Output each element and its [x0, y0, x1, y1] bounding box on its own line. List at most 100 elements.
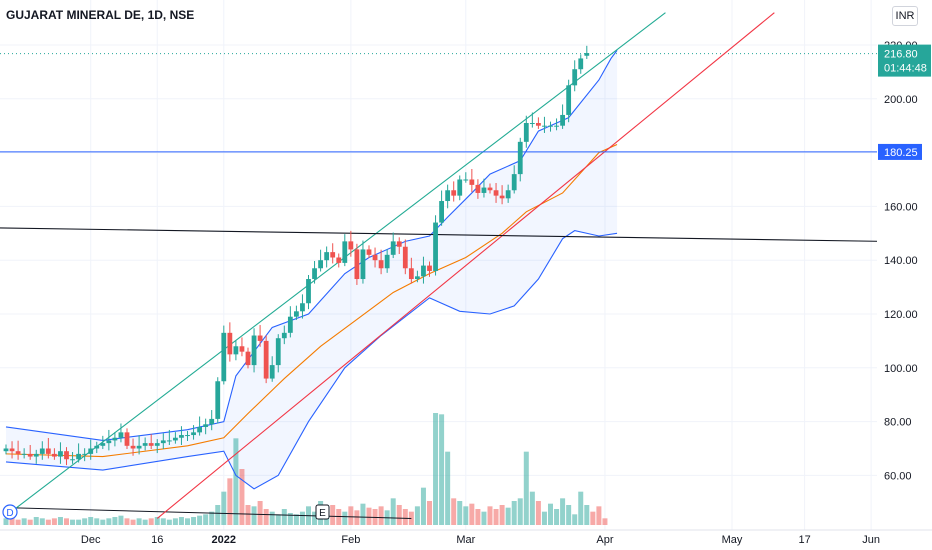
volume-bar	[463, 506, 469, 525]
price-tick-label: 140.00	[884, 255, 918, 267]
candle-body	[360, 249, 366, 280]
volume-bar	[160, 518, 166, 525]
volume-bar	[148, 518, 154, 525]
volume-bar	[281, 509, 287, 525]
candle-body	[421, 265, 426, 277]
candle-body	[142, 443, 148, 446]
candle-body	[275, 338, 281, 366]
candle-body	[457, 179, 463, 196]
price-axis[interactable]: 220.00200.00180.00160.00140.00120.00100.…	[877, 0, 932, 530]
volume-bar	[475, 509, 481, 525]
candle-body	[106, 440, 112, 444]
volume-bar	[523, 451, 529, 525]
candle-body	[306, 279, 311, 304]
hline-price-label: 180.25	[884, 147, 918, 159]
candle-body	[160, 440, 166, 444]
volume-bar	[15, 519, 21, 525]
volume-bar	[293, 514, 299, 525]
volume-bar	[354, 510, 360, 525]
price-tick-label: 60.00	[884, 470, 912, 482]
candle-body	[330, 252, 336, 258]
candle-body	[251, 335, 257, 366]
currency-button[interactable]: INR	[892, 6, 918, 26]
volume-bar	[51, 518, 57, 525]
earnings-marker	[315, 504, 330, 520]
candle-body	[300, 303, 305, 312]
volume-bar	[197, 515, 203, 525]
time-axis-background	[0, 530, 932, 550]
green-trendline	[5, 12, 666, 517]
candle-body	[33, 453, 39, 457]
volume-bar	[433, 413, 439, 525]
moving-average-line	[5, 144, 618, 458]
candle-body	[9, 448, 15, 452]
volume-bar	[342, 511, 348, 525]
candle-body	[76, 453, 81, 460]
earnings-marker-label: E	[319, 508, 326, 519]
volume-bar	[330, 505, 336, 525]
candle-body	[148, 443, 154, 446]
volume-bar	[420, 487, 426, 525]
time-tick-label: 17	[798, 534, 810, 546]
candle-body	[173, 437, 178, 441]
volume-bar	[269, 511, 275, 525]
volume-bar	[511, 501, 517, 525]
volume-bar	[499, 505, 505, 525]
volume-bar	[487, 506, 493, 525]
candle-body	[239, 346, 245, 352]
candle-body	[336, 257, 342, 263]
volume-bar	[142, 519, 148, 525]
candle-body	[324, 252, 330, 261]
volume-bar	[178, 517, 184, 525]
time-axis[interactable]: Dec 16 2022 Feb Mar Apr May 17 Jun	[0, 529, 932, 550]
volume-bar	[251, 506, 257, 525]
time-tick-label: May	[722, 534, 743, 546]
candle-body	[566, 85, 572, 115]
candle-body	[64, 451, 69, 460]
volume-bar	[572, 514, 578, 525]
candle-body	[396, 241, 402, 247]
candle-body	[94, 445, 100, 449]
volume-bar	[469, 503, 475, 525]
candle-body	[215, 381, 221, 419]
volume-bar	[505, 507, 511, 525]
volume-bar	[57, 517, 63, 525]
candle-body	[197, 426, 202, 433]
volume-bar	[481, 511, 487, 525]
bollinger-fill	[6, 50, 618, 489]
candle-body	[572, 69, 578, 86]
volume-bar	[566, 505, 572, 525]
candle-body	[287, 316, 293, 333]
volume-bar	[239, 469, 245, 525]
volume-bar	[535, 501, 541, 525]
bollinger-band-fill	[6, 50, 618, 489]
candle-body	[154, 443, 160, 446]
volume-bar	[172, 518, 178, 525]
candle-body	[185, 435, 190, 437]
volume-bar	[427, 501, 432, 525]
candle-body	[342, 241, 348, 263]
candle-body	[378, 260, 384, 269]
volume-bar	[390, 498, 396, 525]
candle-body	[390, 241, 396, 255]
candlesticks[interactable]	[3, 45, 590, 466]
candle-body	[366, 249, 372, 255]
volume-bar	[312, 511, 318, 525]
volume-bar	[76, 519, 82, 525]
volume-bar	[233, 438, 239, 525]
candle-body	[21, 453, 27, 455]
volume-bar	[64, 518, 69, 525]
time-tick-label: Jun	[862, 534, 880, 546]
time-tick-label: Mar	[456, 534, 475, 546]
volume-bar	[118, 515, 124, 525]
candle-body	[82, 453, 88, 455]
symbol-title[interactable]: GUJARAT MINERAL DE, 1D, NSE	[6, 8, 195, 22]
volume-bar	[493, 509, 499, 525]
candle-body	[372, 254, 378, 261]
candle-body	[100, 443, 106, 446]
candle-body	[233, 346, 239, 355]
volume-bar	[215, 505, 221, 525]
candle-body	[312, 268, 317, 280]
